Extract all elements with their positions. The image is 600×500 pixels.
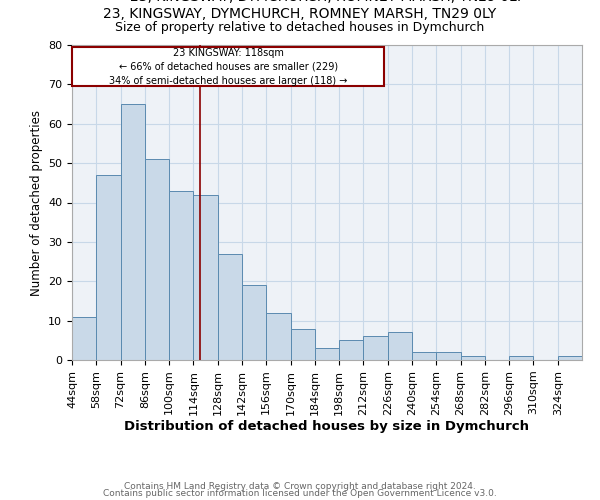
Bar [193, 194, 218, 360]
FancyBboxPatch shape [72, 47, 384, 86]
Bar [364, 336, 388, 360]
Bar [412, 352, 436, 360]
Bar [558, 356, 582, 360]
Bar [218, 254, 242, 360]
Bar [290, 328, 315, 360]
Bar [315, 348, 339, 360]
Bar [169, 190, 193, 360]
Bar [461, 356, 485, 360]
Text: Size of property relative to detached houses in Dymchurch: Size of property relative to detached ho… [115, 22, 485, 35]
Bar [266, 313, 290, 360]
Bar [96, 175, 121, 360]
Text: 23 KINGSWAY: 118sqm
← 66% of detached houses are smaller (229)
34% of semi-detac: 23 KINGSWAY: 118sqm ← 66% of detached ho… [109, 48, 347, 86]
Title: 23, KINGSWAY, DYMCHURCH, ROMNEY MARSH, TN29 0LY: 23, KINGSWAY, DYMCHURCH, ROMNEY MARSH, T… [130, 0, 524, 4]
Y-axis label: Number of detached properties: Number of detached properties [29, 110, 43, 296]
Bar [339, 340, 364, 360]
Bar [388, 332, 412, 360]
Bar [242, 285, 266, 360]
Bar [145, 159, 169, 360]
Text: 23, KINGSWAY, DYMCHURCH, ROMNEY MARSH, TN29 0LY: 23, KINGSWAY, DYMCHURCH, ROMNEY MARSH, T… [103, 8, 497, 22]
Text: Contains public sector information licensed under the Open Government Licence v3: Contains public sector information licen… [103, 490, 497, 498]
Text: Contains HM Land Registry data © Crown copyright and database right 2024.: Contains HM Land Registry data © Crown c… [124, 482, 476, 491]
Bar [436, 352, 461, 360]
X-axis label: Distribution of detached houses by size in Dymchurch: Distribution of detached houses by size … [125, 420, 530, 434]
Bar [509, 356, 533, 360]
Bar [121, 104, 145, 360]
Bar [72, 316, 96, 360]
